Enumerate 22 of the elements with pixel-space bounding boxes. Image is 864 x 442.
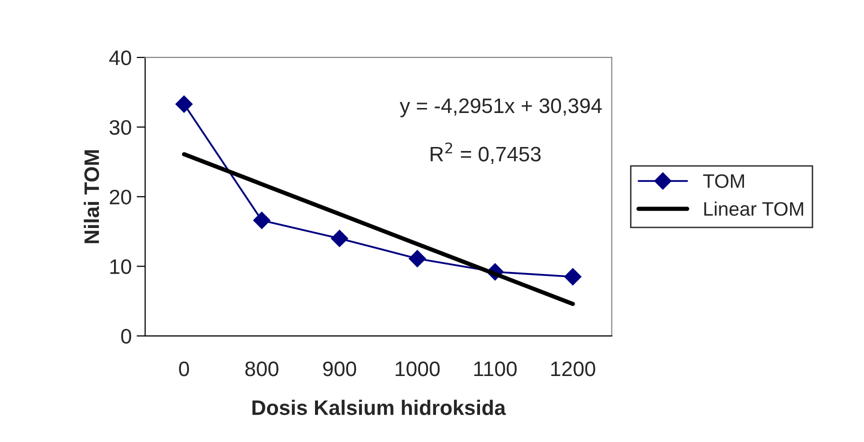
legend-label: TOM bbox=[703, 174, 744, 188]
point bbox=[331, 230, 348, 248]
y-tick-label: 10 bbox=[110, 259, 132, 274]
y-tick-label: 0 bbox=[121, 328, 132, 344]
point bbox=[253, 212, 270, 229]
x-tick-label: 900 bbox=[323, 361, 356, 376]
legend-label: Linear TOM bbox=[704, 202, 804, 216]
point bbox=[175, 96, 193, 113]
y-axis-title: Nilai TOM bbox=[84, 150, 100, 244]
x-tick-label: 1200 bbox=[551, 361, 596, 376]
x-tick-label: 1000 bbox=[396, 361, 440, 376]
x-tick-label: 800 bbox=[245, 361, 278, 376]
x-axis-title: Dosis Kalsium hidroksida bbox=[252, 400, 506, 416]
y-tick-label: 40 bbox=[109, 50, 132, 66]
annotation: R$^{2}$ = 0,7453 bbox=[430, 142, 541, 164]
annotation: y = -4,2951x + 30,394 bbox=[400, 98, 602, 118]
x-tick-label: 0 bbox=[179, 361, 190, 376]
y-tick-label: 20 bbox=[110, 190, 132, 204]
point bbox=[408, 250, 426, 268]
x-tick-label: 1100 bbox=[474, 361, 517, 376]
point bbox=[564, 268, 582, 286]
y-tick-label: 30 bbox=[110, 120, 132, 135]
